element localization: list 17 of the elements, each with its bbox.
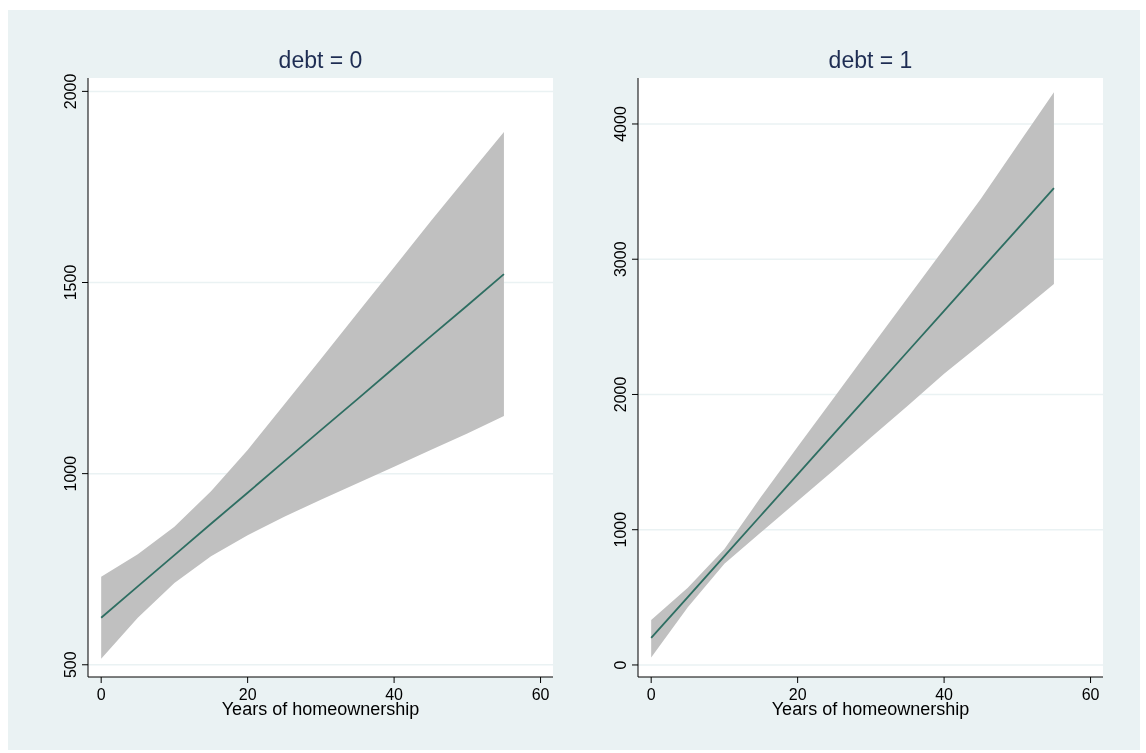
y-tick-label: 0 [612, 660, 629, 670]
line-series [100, 273, 505, 619]
y-tick-label: 1000 [62, 455, 79, 492]
y-tick-label: 500 [62, 651, 79, 679]
y-tick-label: 2000 [612, 376, 629, 413]
y-tick-label: 1500 [62, 264, 79, 301]
x-tick-label: 60 [1081, 686, 1100, 703]
x-tick-label: 0 [646, 686, 656, 703]
y-tick-label: 1000 [612, 511, 629, 548]
x-tick-label: 0 [96, 686, 106, 703]
y-tick-label: 3000 [612, 241, 629, 278]
y-tick-label: 4000 [612, 106, 629, 142]
chart-title: debt = 0 [278, 47, 363, 73]
x-tick-label: 60 [531, 686, 550, 703]
line-series [650, 187, 1055, 639]
chart-title: debt = 1 [828, 47, 913, 73]
y-tick-label: 2000 [62, 73, 79, 110]
